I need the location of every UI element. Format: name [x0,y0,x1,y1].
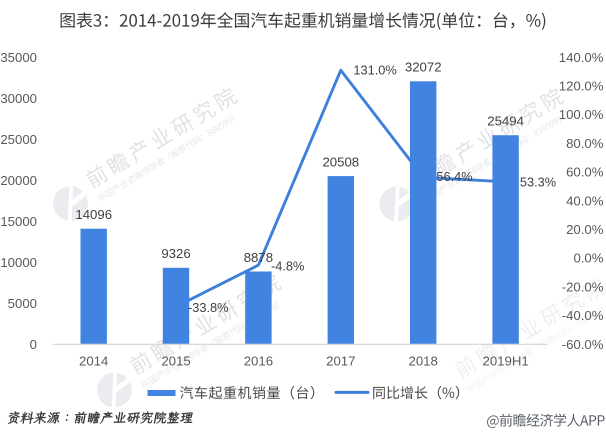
svg-text:8878: 8878 [244,250,273,265]
svg-text:-4.8%: -4.8% [271,259,304,274]
svg-text:20508: 20508 [322,155,359,170]
svg-text:-40.0%: -40.0% [562,308,604,323]
svg-text:10000: 10000 [0,255,37,270]
svg-text:60.0%: 60.0% [566,165,604,180]
svg-text:2018: 2018 [409,353,438,368]
svg-text:32072: 32072 [405,60,442,75]
svg-text:2016: 2016 [244,353,273,368]
svg-text:120.0%: 120.0% [559,79,604,94]
svg-text:9326: 9326 [161,246,190,261]
svg-text:100.0%: 100.0% [559,107,604,122]
svg-text:25494: 25494 [487,114,524,129]
svg-text:140.0%: 140.0% [559,50,604,65]
svg-text:56.4%: 56.4% [436,169,472,184]
svg-text:-60.0%: -60.0% [562,337,604,352]
svg-text:5000: 5000 [8,296,37,311]
svg-text:80.0%: 80.0% [566,136,604,151]
svg-text:30000: 30000 [0,91,37,106]
svg-text:0: 0 [30,337,37,352]
svg-text:-33.8%: -33.8% [188,300,229,315]
svg-text:0.0%: 0.0% [573,251,603,266]
svg-text:131.0%: 131.0% [353,63,396,78]
svg-text:35000: 35000 [0,50,37,65]
svg-text:2019H1: 2019H1 [482,353,528,368]
svg-text:40.0%: 40.0% [566,193,604,208]
svg-text:2017: 2017 [326,353,355,368]
svg-text:53.3%: 53.3% [520,175,556,190]
svg-text:2014: 2014 [79,353,108,368]
svg-text:25000: 25000 [0,132,37,147]
svg-text:2015: 2015 [161,353,190,368]
svg-text:20.0%: 20.0% [566,222,604,237]
svg-text:20000: 20000 [0,173,37,188]
svg-text:15000: 15000 [0,214,37,229]
svg-text:14096: 14096 [75,207,112,222]
svg-text:-20.0%: -20.0% [562,279,604,294]
